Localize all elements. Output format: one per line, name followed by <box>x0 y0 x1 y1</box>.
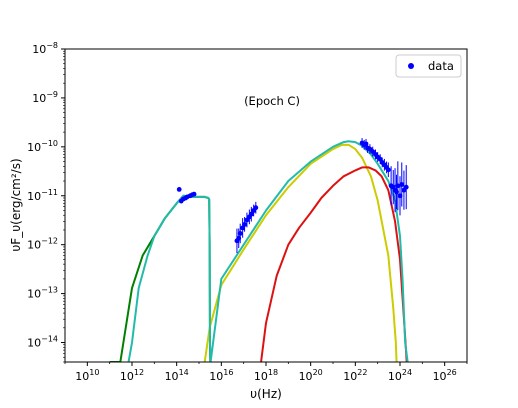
teal-total-curve <box>127 140 409 362</box>
y-axis-title: υF_υ(erg/cm²/s) <box>9 158 23 251</box>
x-tick-label: 1014 <box>165 368 189 383</box>
x-tick-label: 1024 <box>388 368 412 383</box>
x-axis-ticks: 1010 1012 1014 1016 1018 1020 1022 1024 1026 <box>64 362 468 383</box>
data-points <box>176 138 409 254</box>
data-point <box>176 186 182 192</box>
x-axis-title: υ(Hz) <box>250 387 282 401</box>
model-curves <box>109 140 409 362</box>
legend-data-marker <box>408 63 414 69</box>
yellow-model-curve <box>203 143 398 362</box>
data-point <box>253 205 259 211</box>
x-tick-label: 1018 <box>254 368 278 383</box>
x-tick-label: 1012 <box>120 368 144 383</box>
data-point <box>240 225 246 231</box>
x-tick-label: 1022 <box>343 368 367 383</box>
epoch-annotation: (Epoch C) <box>244 94 300 108</box>
data-point <box>403 184 409 190</box>
y-tick-label: 10−12 <box>27 237 58 252</box>
y-tick-label: 10−11 <box>27 188 58 203</box>
x-tick-label: 1010 <box>75 368 99 383</box>
data-point <box>395 183 401 189</box>
y-tick-label: 10−9 <box>32 90 58 105</box>
data-point <box>385 167 391 173</box>
x-tick-label: 1016 <box>209 368 233 383</box>
data-point <box>248 211 254 217</box>
legend: data <box>395 54 462 78</box>
data-point <box>397 193 403 199</box>
y-tick-label: 10−10 <box>27 139 58 154</box>
data-point <box>237 231 243 236</box>
data-point <box>242 221 247 227</box>
y-tick-label: 10−8 <box>32 41 58 56</box>
legend-box <box>395 54 462 78</box>
y-tick-label: 10−13 <box>27 286 58 301</box>
y-axis-ticks: 10−14 10−13 10−12 10−11 10−10 10−9 10−8 <box>27 41 65 363</box>
x-tick-label: 1020 <box>299 368 323 383</box>
data-point <box>191 191 197 197</box>
data-point <box>399 182 405 187</box>
legend-data-label: data <box>428 59 454 73</box>
green-model-curve <box>109 194 212 362</box>
x-tick-label: 1026 <box>433 368 457 383</box>
red-model-curve <box>260 166 408 362</box>
y-tick-label: 10−14 <box>27 335 58 350</box>
